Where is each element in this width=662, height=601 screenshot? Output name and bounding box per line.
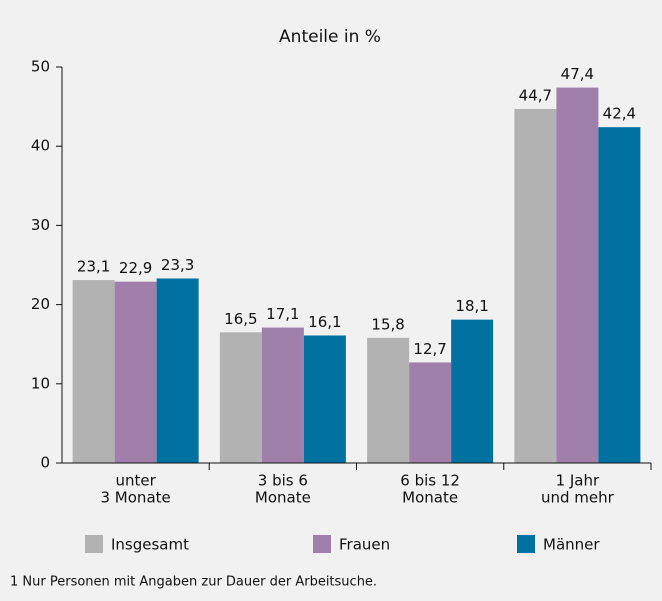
bar bbox=[367, 337, 410, 463]
x-tick-label: 1 Jahr bbox=[556, 472, 600, 490]
bar bbox=[409, 362, 452, 463]
chart-title: Anteile in % bbox=[279, 27, 381, 47]
bar bbox=[156, 278, 199, 463]
value-label: 22,9 bbox=[119, 259, 152, 277]
x-tick-label: 3 bis 6 bbox=[258, 472, 308, 490]
x-tick-label: 3 Monate bbox=[101, 489, 171, 507]
value-label: 17,1 bbox=[266, 305, 299, 323]
bar bbox=[556, 87, 599, 463]
y-tick-label: 20 bbox=[31, 295, 50, 313]
value-label: 47,4 bbox=[561, 65, 594, 83]
bar bbox=[514, 108, 557, 463]
y-tick-label: 30 bbox=[31, 216, 50, 234]
legend-label: Insgesamt bbox=[111, 536, 189, 554]
legend-swatch bbox=[313, 535, 331, 553]
x-tick-label: und mehr bbox=[541, 489, 615, 507]
footnote: 1 Nur Personen mit Angaben zur Dauer der… bbox=[10, 575, 377, 590]
x-tick-label: Monate bbox=[255, 489, 311, 507]
y-tick-label: 10 bbox=[31, 374, 50, 392]
x-tick-label: 6 bis 12 bbox=[400, 472, 460, 490]
y-tick-label: 50 bbox=[31, 58, 50, 76]
value-label: 42,4 bbox=[603, 105, 636, 123]
value-label: 16,1 bbox=[308, 313, 341, 331]
legend-swatch bbox=[517, 535, 535, 553]
value-label: 23,3 bbox=[161, 256, 194, 274]
x-tick-label: unter bbox=[115, 472, 156, 490]
value-label: 18,1 bbox=[455, 297, 488, 315]
bar bbox=[72, 280, 115, 463]
value-label: 15,8 bbox=[371, 315, 404, 333]
bar bbox=[261, 327, 304, 463]
legend-label: Frauen bbox=[339, 536, 390, 554]
y-tick-label: 0 bbox=[40, 454, 50, 472]
value-label: 12,7 bbox=[413, 340, 446, 358]
bar bbox=[114, 281, 157, 463]
bar bbox=[451, 319, 494, 463]
bar bbox=[598, 127, 641, 463]
legend-label: Männer bbox=[543, 536, 600, 554]
value-label: 23,1 bbox=[77, 258, 110, 276]
legend-swatch bbox=[85, 535, 103, 553]
bar bbox=[219, 332, 262, 463]
value-label: 16,5 bbox=[224, 310, 257, 328]
x-tick-label: Monate bbox=[402, 489, 458, 507]
value-label: 44,7 bbox=[519, 86, 552, 104]
bar bbox=[303, 335, 346, 463]
y-tick-label: 40 bbox=[31, 137, 50, 155]
